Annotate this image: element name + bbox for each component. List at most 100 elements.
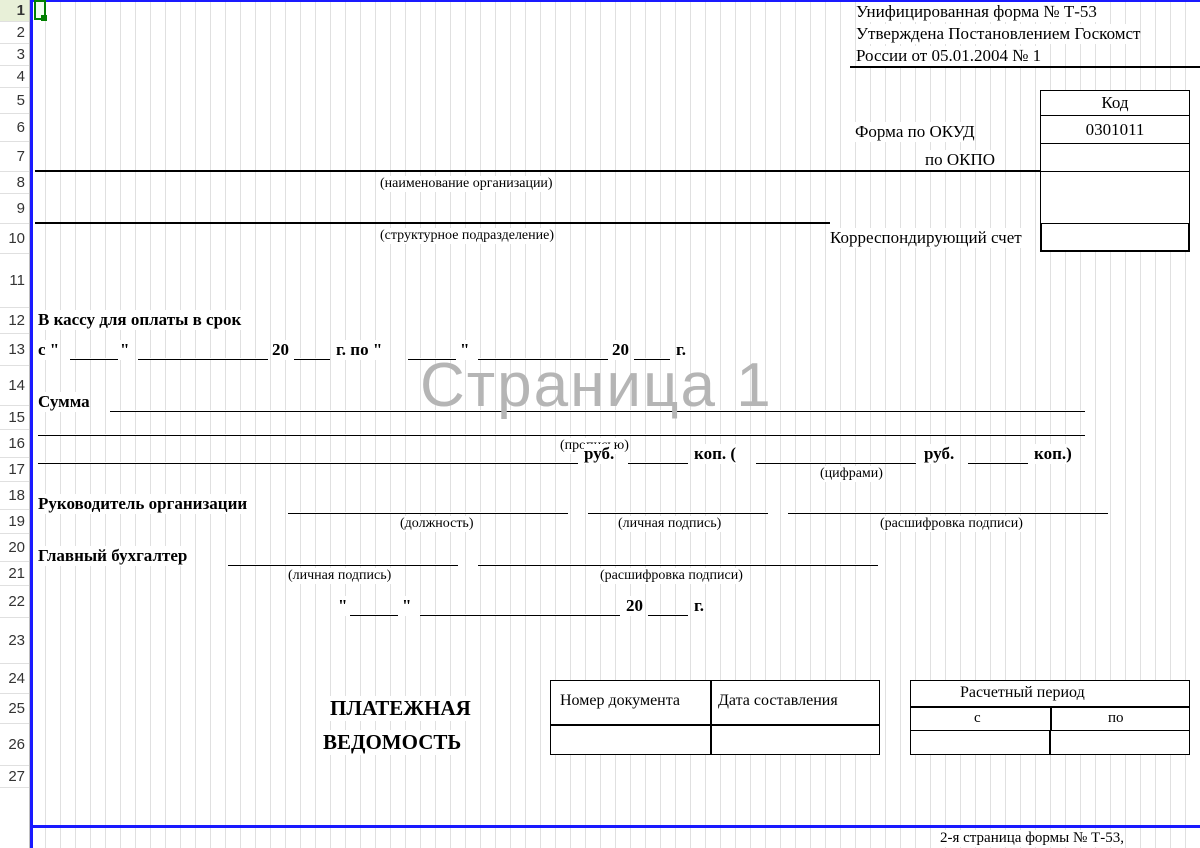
fill-handle[interactable] — [41, 15, 47, 21]
korr-label: Корреспондирующий счет — [830, 228, 1022, 248]
footer-text: 2-я страница формы № Т-53, — [940, 830, 1124, 847]
row-header-21[interactable]: 21 — [0, 562, 29, 586]
date-prefix-c: с " — [38, 340, 59, 360]
row-header-14[interactable]: 14 — [0, 366, 29, 406]
date-close-2: " — [460, 340, 469, 360]
kassa-label: В кассу для оплаты в срок — [38, 310, 241, 330]
row-header-11[interactable]: 11 — [0, 254, 29, 308]
worksheet-area[interactable]: Унифицированная форма № Т-53 Утверждена … — [30, 0, 1200, 848]
okud-value-box[interactable]: 0301011 — [1040, 116, 1190, 144]
header-underline — [850, 66, 1200, 68]
rub-label-2: руб. — [924, 444, 954, 464]
sum-words-field[interactable] — [110, 410, 1085, 412]
podpis-field-1[interactable] — [588, 512, 768, 514]
row-headers-column: 1234567891011121314151617181920212223242… — [0, 0, 30, 848]
doc-info-vline — [710, 680, 712, 755]
doc-date-label: Дата составления — [718, 692, 838, 710]
kop-num-field[interactable] — [968, 462, 1028, 464]
quote-open: " — [338, 596, 347, 616]
row-header-1[interactable]: 1 — [0, 0, 29, 22]
row-header-24[interactable]: 24 — [0, 664, 29, 694]
sum-words-field-2[interactable] — [38, 434, 1085, 436]
row-header-26[interactable]: 26 — [0, 724, 29, 766]
org-underline[interactable] — [35, 170, 1040, 172]
okpo-label: по ОКПО — [925, 150, 995, 170]
rasshifr-field-2[interactable] — [478, 564, 878, 566]
row-header-22[interactable]: 22 — [0, 586, 29, 618]
row-header-20[interactable]: 20 — [0, 534, 29, 562]
okud-label: Форма по ОКУД — [855, 122, 975, 142]
period-to-cell[interactable] — [1050, 730, 1190, 755]
row-header-4[interactable]: 4 — [0, 66, 29, 88]
row-header-3[interactable]: 3 — [0, 44, 29, 66]
row-header-2[interactable]: 2 — [0, 22, 29, 44]
row-header-15[interactable]: 15 — [0, 406, 29, 430]
org-name-caption: (наименование организации) — [380, 176, 553, 192]
page-border-bottom — [30, 825, 1200, 828]
sign-month-field[interactable] — [420, 614, 620, 616]
year-to-field[interactable] — [634, 358, 670, 360]
kop-field[interactable] — [628, 462, 688, 464]
okpo-value-box[interactable] — [1040, 144, 1190, 172]
row-header-18[interactable]: 18 — [0, 482, 29, 510]
korr-value-box[interactable] — [1040, 224, 1190, 252]
g-dot-2: г. — [694, 596, 704, 616]
row-header-19[interactable]: 19 — [0, 510, 29, 534]
g-dot-po: г. по " — [336, 340, 382, 360]
row-header-5[interactable]: 5 — [0, 88, 29, 114]
page-border-left — [30, 0, 33, 848]
sign-year-field[interactable] — [648, 614, 688, 616]
kop-label-2: коп.) — [1034, 444, 1072, 464]
year-20-b: 20 — [612, 340, 629, 360]
kop-label-1: коп. ( — [694, 444, 736, 464]
dolzh-caption: (должность) — [400, 516, 473, 532]
row-header-8[interactable]: 8 — [0, 172, 29, 194]
glavbuh-label: Главный бухгалтер — [38, 546, 187, 566]
doc-title-1: ПЛАТЕЖНАЯ — [330, 696, 471, 721]
row-header-16[interactable]: 16 — [0, 430, 29, 458]
active-cell-cursor[interactable] — [34, 0, 46, 20]
podpis-caption-2: (личная подпись) — [288, 568, 391, 584]
sign-day-field[interactable] — [350, 614, 398, 616]
code-header-box: Код — [1040, 90, 1190, 116]
dolzh-field[interactable] — [288, 512, 568, 514]
month-from-field[interactable] — [138, 358, 268, 360]
rasshifr-caption-1: (расшифровка подписи) — [880, 516, 1023, 532]
row-header-25[interactable]: 25 — [0, 694, 29, 724]
podpis-caption-1: (личная подпись) — [618, 516, 721, 532]
row-header-6[interactable]: 6 — [0, 114, 29, 142]
podpis-field-2[interactable] — [228, 564, 458, 566]
row-header-27[interactable]: 27 — [0, 766, 29, 788]
year-from-field[interactable] — [294, 358, 330, 360]
struct-underline[interactable] — [35, 222, 830, 224]
form-title-2: Утверждена Постановлением Госкомст — [856, 24, 1140, 44]
row-header-17[interactable]: 17 — [0, 458, 29, 482]
period-from-cell[interactable] — [910, 730, 1050, 755]
row-header-12[interactable]: 12 — [0, 308, 29, 334]
rub-field[interactable] — [38, 462, 578, 464]
struct-caption: (структурное подразделение) — [380, 228, 554, 244]
day-from-field[interactable] — [70, 358, 118, 360]
spreadsheet-grid: 1234567891011121314151617181920212223242… — [0, 0, 1200, 848]
tsifram-caption: (цифрами) — [820, 466, 883, 482]
doc-info-hline — [550, 724, 880, 726]
doc-title-2: ВЕДОМОСТЬ — [323, 730, 461, 755]
row-header-23[interactable]: 23 — [0, 618, 29, 664]
row-header-10[interactable]: 10 — [0, 224, 29, 254]
row-header-9[interactable]: 9 — [0, 194, 29, 224]
rasshifr-caption-2: (расшифровка подписи) — [600, 568, 743, 584]
spacer-box-1[interactable] — [1040, 172, 1190, 224]
g-dot-1: г. — [676, 340, 686, 360]
month-to-field[interactable] — [478, 358, 608, 360]
row-header-13[interactable]: 13 — [0, 334, 29, 366]
row-header-7[interactable]: 7 — [0, 142, 29, 172]
okud-value: 0301011 — [1086, 120, 1145, 140]
day-to-field[interactable] — [408, 358, 456, 360]
period-to-label: по — [1108, 710, 1124, 727]
rub-label-1: руб. — [584, 444, 614, 464]
rukovod-label: Руководитель организации — [38, 494, 247, 514]
form-title-1: Унифицированная форма № Т-53 — [856, 2, 1097, 22]
rub-num-field[interactable] — [756, 462, 916, 464]
quote-close: " — [402, 596, 411, 616]
rasshifr-field-1[interactable] — [788, 512, 1108, 514]
